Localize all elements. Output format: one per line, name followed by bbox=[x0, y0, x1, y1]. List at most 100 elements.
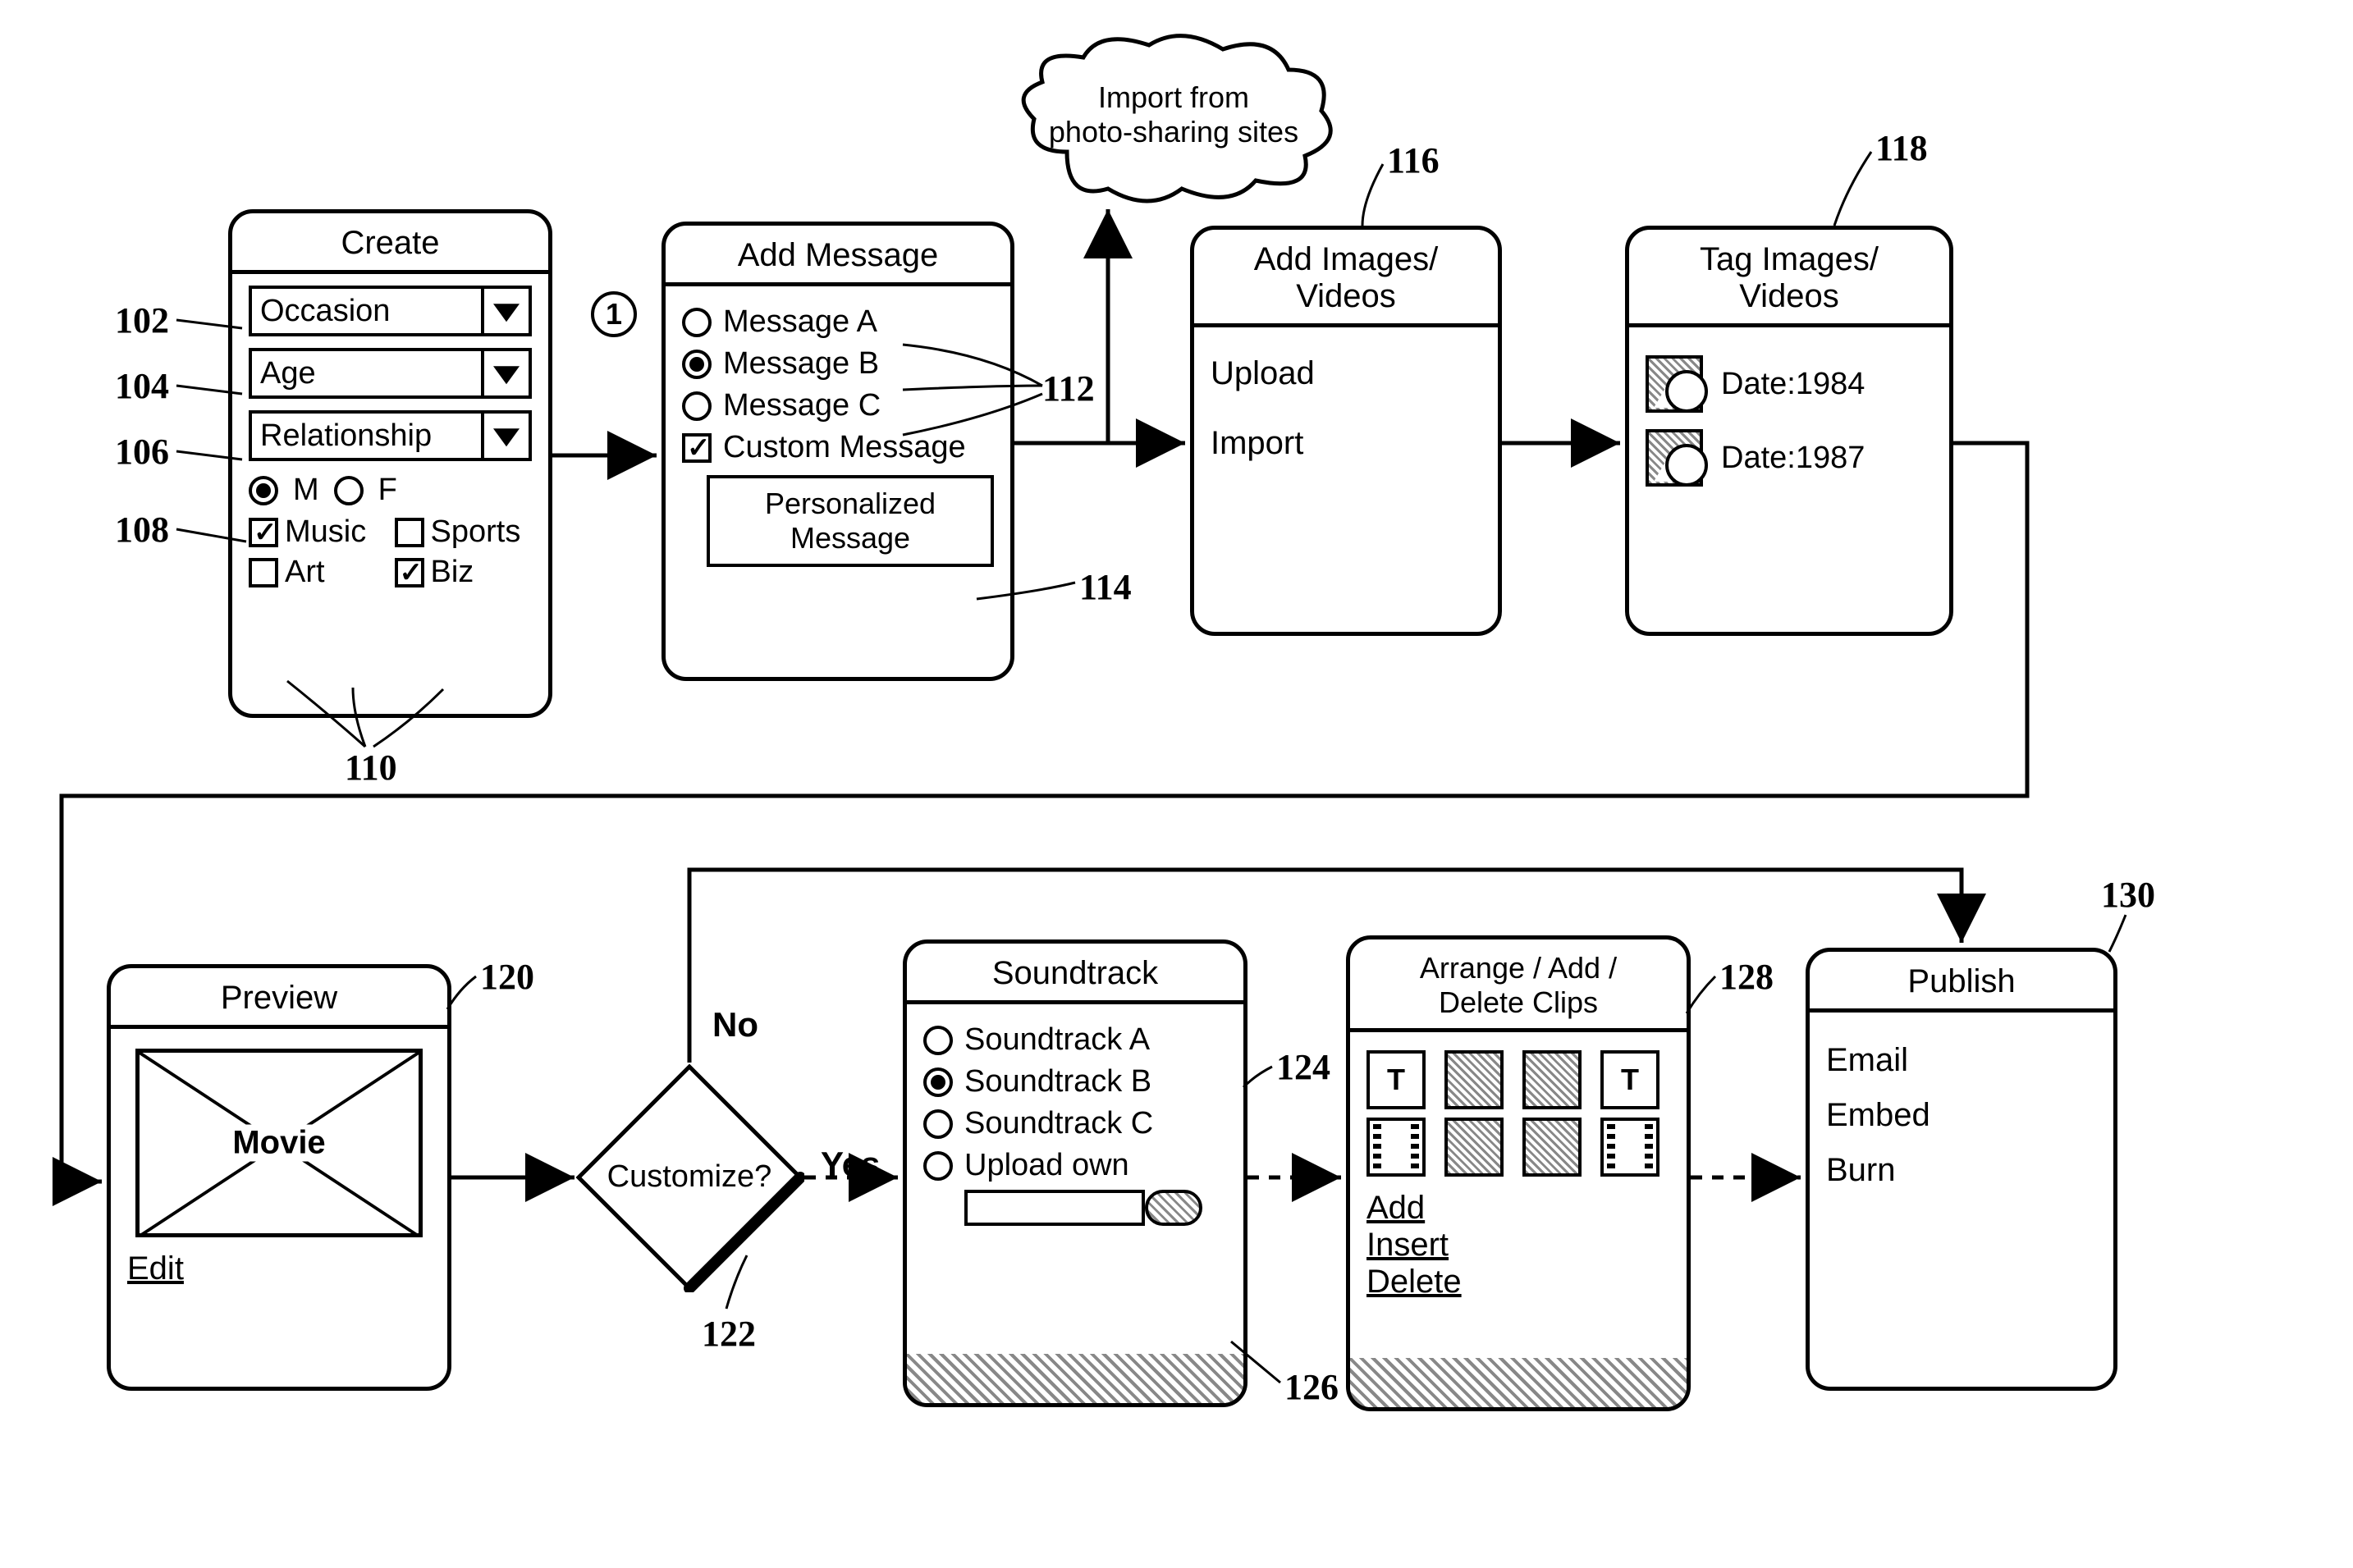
soundtrack-b-label: Soundtrack B bbox=[964, 1064, 1151, 1099]
decision-no: No bbox=[712, 1005, 758, 1045]
image-thumb-icon bbox=[1646, 355, 1703, 413]
ref-130: 130 bbox=[2101, 874, 2155, 916]
add-message-panel: Add Message Message A Message B Message … bbox=[661, 222, 1014, 681]
upload-link[interactable]: Upload bbox=[1211, 355, 1481, 392]
tag-date-2: Date:1987 bbox=[1721, 441, 1865, 476]
personalized-message-label: Personalized Message bbox=[765, 487, 936, 555]
tag-images-title: Tag Images/ Videos bbox=[1629, 230, 1949, 327]
soundtrack-a-radio[interactable] bbox=[923, 1026, 953, 1055]
ref-106: 106 bbox=[115, 431, 169, 473]
ref-124: 124 bbox=[1276, 1046, 1330, 1088]
age-label: Age bbox=[260, 356, 316, 391]
upload-own-radio[interactable] bbox=[923, 1151, 953, 1181]
image-thumb-icon bbox=[1646, 429, 1703, 487]
chevron-down-icon bbox=[481, 414, 529, 458]
clip-text-icon[interactable]: T bbox=[1600, 1050, 1659, 1109]
art-label: Art bbox=[285, 555, 325, 590]
clip-grid: T T bbox=[1366, 1050, 1670, 1177]
add-link[interactable]: Add bbox=[1366, 1190, 1670, 1227]
clip-image-icon[interactable] bbox=[1522, 1118, 1582, 1177]
custom-message-checkbox[interactable] bbox=[682, 433, 712, 463]
add-images-panel: Add Images/ Videos Upload Import bbox=[1190, 226, 1502, 636]
chevron-down-icon bbox=[481, 289, 529, 333]
relationship-dropdown[interactable]: Relationship bbox=[249, 410, 532, 461]
tag-images-panel: Tag Images/ Videos Date:1984 Date:1987 bbox=[1625, 226, 1953, 636]
custom-message-label: Custom Message bbox=[723, 430, 966, 465]
gender-f-label: F bbox=[378, 473, 397, 508]
preview-title: Preview bbox=[111, 968, 447, 1029]
clip-image-icon[interactable] bbox=[1444, 1118, 1504, 1177]
ref-108: 108 bbox=[115, 509, 169, 551]
publish-panel: Publish Email Embed Burn bbox=[1806, 948, 2117, 1391]
upload-own-label: Upload own bbox=[964, 1148, 1129, 1183]
relationship-label: Relationship bbox=[260, 418, 432, 453]
create-title: Create bbox=[232, 213, 548, 274]
music-checkbox[interactable] bbox=[249, 518, 278, 547]
clip-text-icon[interactable]: T bbox=[1366, 1050, 1426, 1109]
soundtrack-a-label: Soundtrack A bbox=[964, 1022, 1150, 1058]
ref-120: 120 bbox=[480, 956, 534, 998]
clip-film-icon[interactable] bbox=[1366, 1118, 1426, 1177]
clip-film-icon[interactable] bbox=[1600, 1118, 1659, 1177]
create-panel: Create Occasion Age Relationship M F Mu bbox=[228, 209, 552, 718]
arrange-title: Arrange / Add / Delete Clips bbox=[1350, 939, 1687, 1032]
arrange-clips-panel: Arrange / Add / Delete Clips T T Add Ins… bbox=[1346, 935, 1691, 1411]
clip-image-icon[interactable] bbox=[1522, 1050, 1582, 1109]
gender-m-label: M bbox=[293, 473, 319, 508]
chevron-down-icon bbox=[481, 351, 529, 395]
ref-104: 104 bbox=[115, 365, 169, 407]
sports-checkbox[interactable] bbox=[395, 518, 424, 547]
import-link[interactable]: Import bbox=[1211, 425, 1481, 462]
soundtrack-panel: Soundtrack Soundtrack A Soundtrack B Sou… bbox=[903, 939, 1247, 1407]
insert-link[interactable]: Insert bbox=[1366, 1227, 1670, 1264]
ref-126: 126 bbox=[1284, 1366, 1339, 1408]
biz-label: Biz bbox=[431, 555, 474, 590]
ref-122: 122 bbox=[702, 1313, 756, 1355]
ref-118: 118 bbox=[1875, 127, 1928, 169]
publish-email-link[interactable]: Email bbox=[1826, 1042, 2097, 1079]
ref-116: 116 bbox=[1387, 139, 1440, 181]
ref-114: 114 bbox=[1079, 566, 1132, 608]
biz-checkbox[interactable] bbox=[395, 558, 424, 587]
soundtrack-c-radio[interactable] bbox=[923, 1109, 953, 1139]
delete-link[interactable]: Delete bbox=[1366, 1264, 1670, 1301]
art-checkbox[interactable] bbox=[249, 558, 278, 587]
tag-date-1: Date:1984 bbox=[1721, 367, 1865, 402]
sports-label: Sports bbox=[431, 514, 521, 550]
upload-browse-button[interactable] bbox=[1145, 1190, 1202, 1226]
music-label: Music bbox=[285, 514, 366, 550]
cloud-text: Import from photo-sharing sites bbox=[1009, 80, 1338, 149]
upload-filename-input[interactable] bbox=[964, 1190, 1145, 1226]
occasion-label: Occasion bbox=[260, 294, 390, 328]
ref-112: 112 bbox=[1042, 368, 1095, 409]
publish-embed-link[interactable]: Embed bbox=[1826, 1097, 2097, 1134]
message-a-label: Message A bbox=[723, 304, 877, 340]
soundtrack-title: Soundtrack bbox=[907, 944, 1243, 1004]
message-c-radio[interactable] bbox=[682, 391, 712, 421]
age-dropdown[interactable]: Age bbox=[249, 348, 532, 399]
message-b-label: Message B bbox=[723, 346, 879, 382]
occasion-dropdown[interactable]: Occasion bbox=[249, 286, 532, 336]
soundtrack-b-radio[interactable] bbox=[923, 1067, 953, 1097]
ref-110: 110 bbox=[345, 747, 397, 789]
publish-burn-link[interactable]: Burn bbox=[1826, 1152, 2097, 1189]
publish-title: Publish bbox=[1810, 952, 2113, 1013]
import-cloud: Import from photo-sharing sites bbox=[1009, 29, 1338, 209]
movie-label: Movie bbox=[227, 1125, 330, 1162]
add-message-title: Add Message bbox=[666, 226, 1010, 286]
message-a-radio[interactable] bbox=[682, 308, 712, 337]
ref-102: 102 bbox=[115, 299, 169, 341]
edit-link[interactable]: Edit bbox=[127, 1250, 431, 1287]
personalized-message-button[interactable]: Personalized Message bbox=[707, 475, 994, 567]
clip-image-icon[interactable] bbox=[1444, 1050, 1504, 1109]
step-marker-1: 1 bbox=[591, 291, 637, 337]
preview-panel: Preview Movie Edit bbox=[107, 964, 451, 1391]
message-b-radio[interactable] bbox=[682, 350, 712, 379]
message-c-label: Message C bbox=[723, 388, 881, 423]
gender-m-radio[interactable] bbox=[249, 476, 278, 505]
gender-f-radio[interactable] bbox=[334, 476, 364, 505]
ref-128: 128 bbox=[1719, 956, 1774, 998]
decision-label: Customize? bbox=[575, 1159, 804, 1195]
decision-yes: Yes bbox=[821, 1145, 880, 1184]
soundtrack-c-label: Soundtrack C bbox=[964, 1106, 1153, 1141]
